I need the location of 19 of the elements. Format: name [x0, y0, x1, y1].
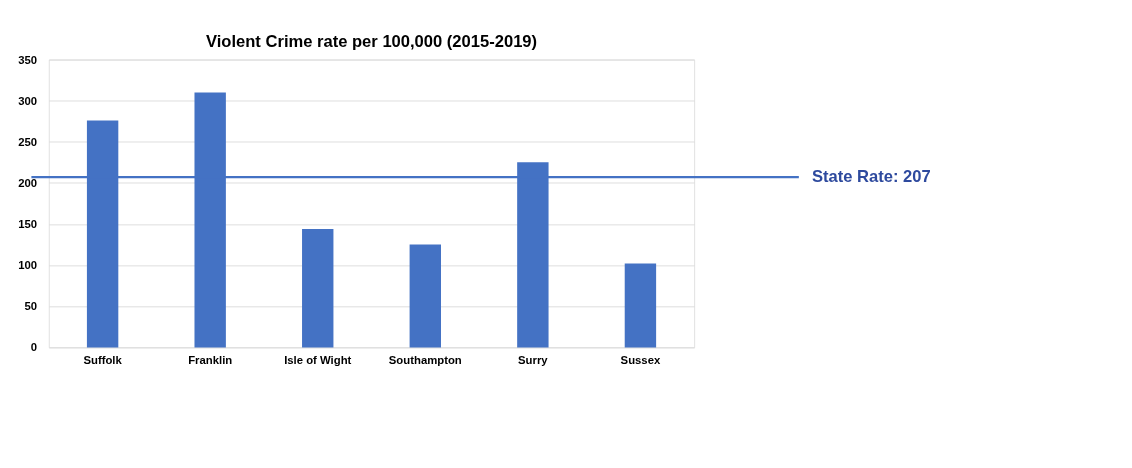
- x-tick-label: Isle of Wight: [284, 353, 352, 366]
- y-tick-label: 250: [18, 135, 38, 148]
- y-tick-label: 50: [24, 300, 38, 313]
- y-tick-label: 0: [30, 341, 38, 354]
- y-tick-label: 300: [18, 94, 38, 107]
- x-tick-label: Suffolk: [83, 353, 123, 366]
- x-tick-label: Southampton: [388, 353, 462, 366]
- y-tick-label: 200: [18, 176, 38, 189]
- y-tick-label: 100: [18, 259, 38, 272]
- x-tick-label: Franklin: [188, 353, 233, 366]
- x-tick-label: Sussex: [620, 353, 661, 366]
- bar: [409, 244, 441, 348]
- bar: [302, 228, 334, 348]
- x-tick-label: Surry: [518, 353, 549, 366]
- chart-title: Violent Crime rate per 100,000 (2015-2019): [205, 32, 538, 52]
- y-tick-label: 350: [18, 53, 38, 66]
- y-tick-label: 150: [18, 217, 38, 230]
- bar: [624, 263, 657, 348]
- ref-line-label: State Rate: 207: [811, 167, 931, 187]
